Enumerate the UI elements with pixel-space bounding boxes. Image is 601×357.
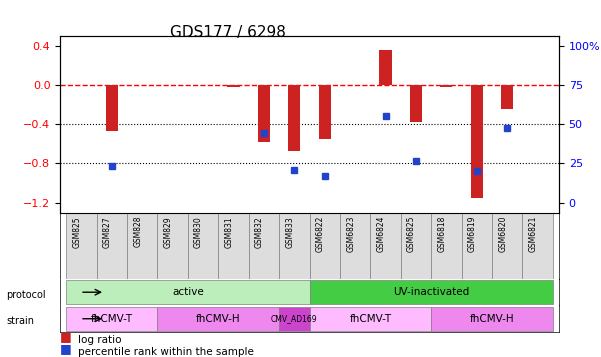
Text: percentile rank within the sample: percentile rank within the sample: [78, 347, 254, 357]
Bar: [441, 85, 453, 87]
Text: GSM6818: GSM6818: [438, 216, 447, 252]
Text: GSM6820: GSM6820: [498, 216, 507, 252]
Bar: [501, 85, 513, 109]
Text: GSM6823: GSM6823: [346, 216, 355, 252]
Text: CMV_AD169: CMV_AD169: [271, 314, 317, 323]
FancyBboxPatch shape: [462, 213, 492, 279]
FancyBboxPatch shape: [66, 280, 310, 304]
Text: fhCMV-H: fhCMV-H: [196, 314, 240, 324]
Text: fhCMV-T: fhCMV-T: [349, 314, 391, 324]
Text: GSM829: GSM829: [163, 216, 172, 247]
Bar: [106, 85, 118, 131]
Text: GSM6825: GSM6825: [407, 216, 416, 252]
Bar: [471, 85, 483, 198]
Bar: [227, 85, 240, 87]
FancyBboxPatch shape: [127, 213, 157, 279]
Text: GDS177 / 6298: GDS177 / 6298: [171, 25, 286, 40]
Bar: [258, 85, 270, 142]
FancyBboxPatch shape: [310, 213, 340, 279]
FancyBboxPatch shape: [431, 213, 462, 279]
Text: fhCMV-T: fhCMV-T: [91, 314, 133, 324]
Text: GSM6819: GSM6819: [468, 216, 477, 252]
Bar: [319, 85, 331, 139]
Text: fhCMV-H: fhCMV-H: [470, 314, 514, 324]
FancyBboxPatch shape: [249, 213, 279, 279]
FancyBboxPatch shape: [340, 213, 370, 279]
Text: GSM830: GSM830: [194, 216, 203, 248]
Text: strain: strain: [6, 316, 34, 326]
Text: GSM827: GSM827: [103, 216, 112, 247]
Text: protocol: protocol: [6, 290, 46, 300]
FancyBboxPatch shape: [66, 307, 157, 331]
Bar: [288, 85, 300, 151]
Text: ■: ■: [60, 330, 72, 343]
FancyBboxPatch shape: [279, 213, 310, 279]
Text: active: active: [172, 287, 204, 297]
FancyBboxPatch shape: [218, 213, 249, 279]
FancyBboxPatch shape: [310, 280, 553, 304]
Text: GSM828: GSM828: [133, 216, 142, 247]
Text: GSM831: GSM831: [225, 216, 233, 247]
Text: GSM832: GSM832: [255, 216, 264, 247]
FancyBboxPatch shape: [370, 213, 401, 279]
FancyBboxPatch shape: [522, 213, 553, 279]
Bar: [410, 85, 422, 122]
Text: GSM833: GSM833: [285, 216, 294, 248]
FancyBboxPatch shape: [157, 213, 188, 279]
Text: UV-inactivated: UV-inactivated: [393, 287, 469, 297]
FancyBboxPatch shape: [401, 213, 431, 279]
FancyBboxPatch shape: [157, 307, 279, 331]
FancyBboxPatch shape: [188, 213, 218, 279]
FancyBboxPatch shape: [431, 307, 553, 331]
Text: ■: ■: [60, 342, 72, 355]
FancyBboxPatch shape: [279, 307, 310, 331]
Text: GSM825: GSM825: [72, 216, 81, 247]
FancyBboxPatch shape: [66, 213, 97, 279]
FancyBboxPatch shape: [97, 213, 127, 279]
Text: log ratio: log ratio: [78, 335, 121, 345]
Bar: [379, 50, 392, 85]
Text: GSM6821: GSM6821: [529, 216, 538, 252]
FancyBboxPatch shape: [492, 213, 522, 279]
Text: GSM6822: GSM6822: [316, 216, 325, 252]
FancyBboxPatch shape: [310, 307, 431, 331]
Text: GSM6824: GSM6824: [377, 216, 386, 252]
